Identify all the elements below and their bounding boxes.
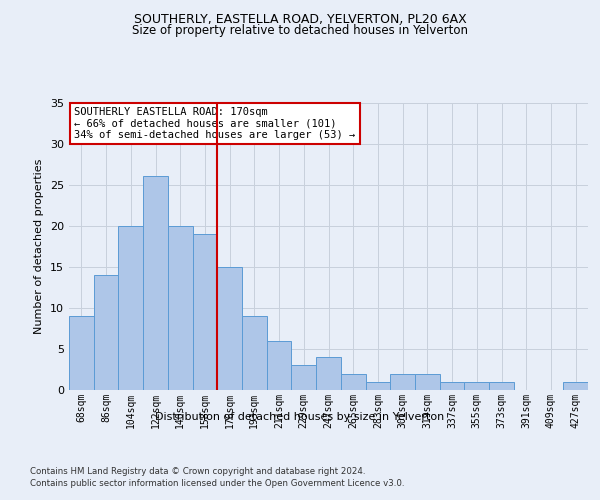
Text: Contains HM Land Registry data © Crown copyright and database right 2024.: Contains HM Land Registry data © Crown c… <box>30 468 365 476</box>
Bar <box>489 382 514 390</box>
Bar <box>168 226 193 390</box>
Text: Contains public sector information licensed under the Open Government Licence v3: Contains public sector information licen… <box>30 479 404 488</box>
Bar <box>365 382 390 390</box>
Text: Distribution of detached houses by size in Yelverton: Distribution of detached houses by size … <box>155 412 445 422</box>
Y-axis label: Number of detached properties: Number of detached properties <box>34 158 44 334</box>
Text: SOUTHERLY EASTELLA ROAD: 170sqm
← 66% of detached houses are smaller (101)
34% o: SOUTHERLY EASTELLA ROAD: 170sqm ← 66% of… <box>74 107 355 140</box>
Bar <box>292 366 316 390</box>
Bar <box>193 234 217 390</box>
Text: Size of property relative to detached houses in Yelverton: Size of property relative to detached ho… <box>132 24 468 37</box>
Bar <box>415 374 440 390</box>
Bar <box>440 382 464 390</box>
Bar <box>69 316 94 390</box>
Bar <box>390 374 415 390</box>
Bar <box>217 267 242 390</box>
Bar <box>267 340 292 390</box>
Bar <box>341 374 365 390</box>
Bar <box>464 382 489 390</box>
Bar <box>242 316 267 390</box>
Bar <box>563 382 588 390</box>
Text: SOUTHERLY, EASTELLA ROAD, YELVERTON, PL20 6AX: SOUTHERLY, EASTELLA ROAD, YELVERTON, PL2… <box>134 12 466 26</box>
Bar <box>118 226 143 390</box>
Bar <box>143 176 168 390</box>
Bar <box>94 275 118 390</box>
Bar <box>316 357 341 390</box>
